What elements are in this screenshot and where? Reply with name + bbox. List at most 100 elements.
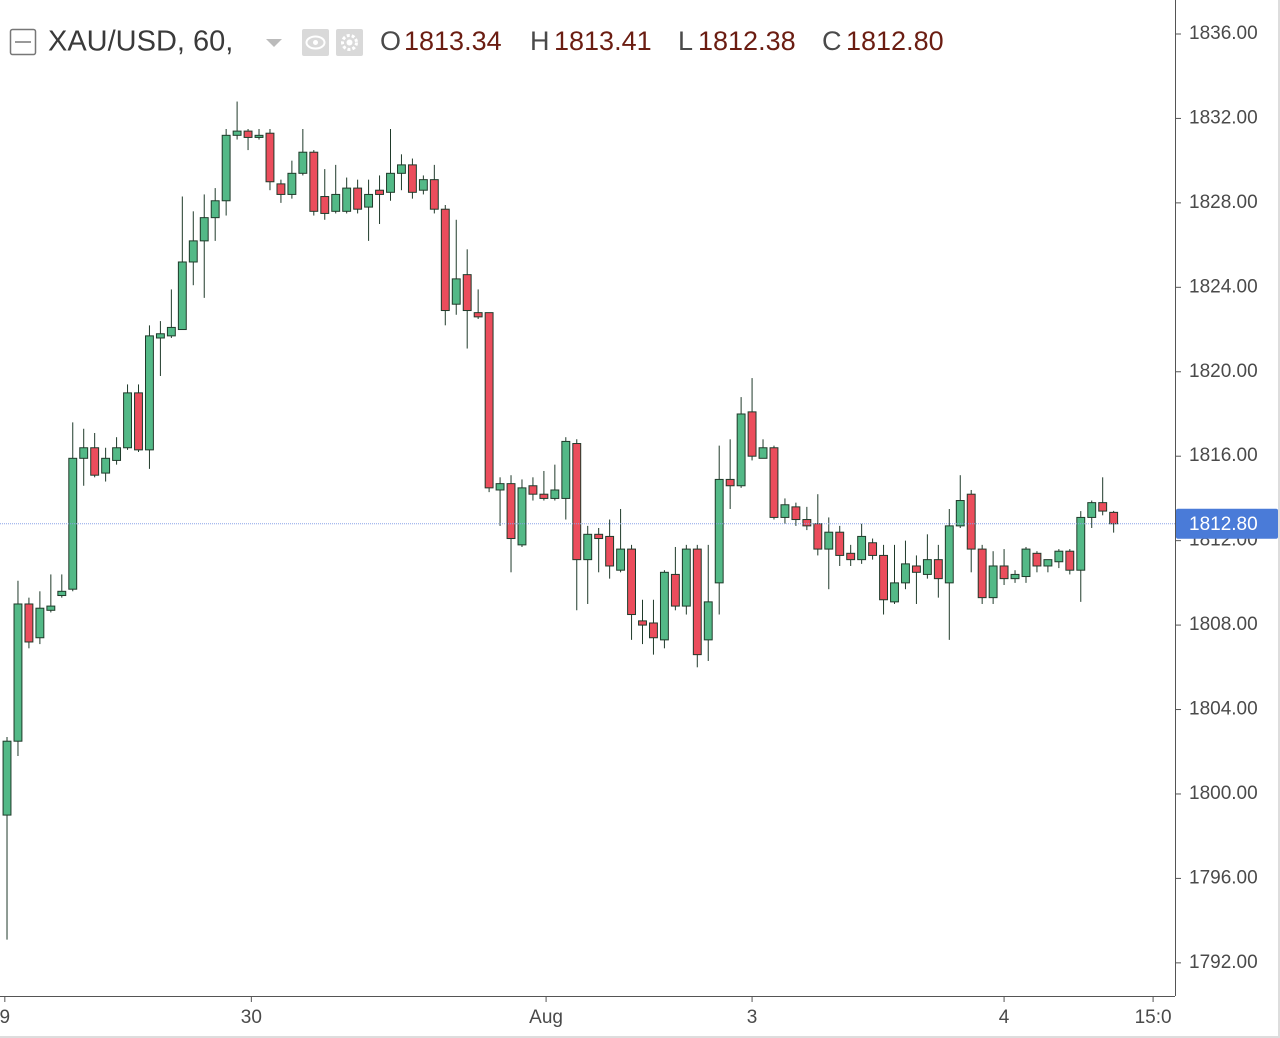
symbol-title: XAU/USD, 60,: [48, 26, 233, 58]
candle-body: [813, 523, 823, 550]
candle-body: [243, 130, 253, 138]
x-tick-label: Aug: [529, 1007, 563, 1028]
candle-body: [265, 132, 275, 183]
candle-body: [988, 565, 998, 599]
candle-body: [824, 531, 834, 550]
candle-body: [1087, 502, 1097, 518]
candle-body: [506, 483, 516, 540]
candle-body: [364, 193, 374, 208]
candle-body: [46, 605, 56, 611]
candle-body: [835, 531, 845, 556]
candle-body: [35, 607, 45, 639]
candle-body: [188, 240, 198, 263]
candle-body: [616, 548, 626, 571]
candle-body: [692, 548, 702, 656]
candle-body: [638, 620, 647, 626]
candle-body: [791, 506, 801, 521]
candle-body: [145, 335, 154, 451]
ohlc-value: 1812.80: [846, 26, 944, 56]
x-tick-label: 15:0: [1135, 1007, 1172, 1028]
candle-body: [134, 392, 143, 451]
candle-body: [627, 548, 636, 616]
candle-body: [397, 164, 406, 174]
candle-body: [681, 548, 691, 607]
eye-pupil: [313, 40, 318, 45]
candle-body: [254, 134, 264, 138]
candle-body: [649, 622, 658, 639]
y-tick-label: 1836.00: [1189, 23, 1258, 44]
candle-body: [375, 189, 384, 195]
candle-body: [1076, 516, 1086, 571]
candle-body: [1098, 502, 1108, 512]
candle-body: [13, 603, 23, 742]
candle-body: [79, 447, 89, 459]
x-tick-label: 4: [999, 1007, 1010, 1028]
ohlc-value: 1813.41: [554, 26, 652, 56]
candle-body: [276, 183, 286, 195]
candle-body: [846, 552, 856, 561]
candle-body: [966, 493, 976, 550]
candle-body: [298, 151, 308, 174]
candle-body: [780, 504, 790, 518]
candle-body: [484, 312, 494, 489]
ohlc-key: C: [822, 26, 842, 56]
candle-body: [309, 151, 319, 212]
candle-body: [1065, 550, 1075, 571]
candle-body: [418, 179, 428, 191]
candle-body: [758, 447, 768, 459]
x-tick-label: 3: [747, 1007, 758, 1028]
candle-body: [605, 535, 615, 567]
candle-body: [955, 500, 965, 527]
ohlc-key: H: [530, 26, 550, 56]
candle-body: [901, 563, 910, 584]
candle-body: [911, 565, 921, 573]
candle-body: [451, 278, 461, 305]
y-tick-label: 1820.00: [1189, 361, 1258, 382]
candle-body: [550, 489, 560, 499]
collapse-button[interactable]: [9, 28, 37, 56]
candle-body: [462, 274, 472, 312]
candle-body: [572, 443, 582, 561]
y-tick-label: 1808.00: [1189, 614, 1258, 635]
y-tick-label: 1828.00: [1189, 192, 1258, 213]
candle-body: [1109, 511, 1119, 525]
y-tick-label: 1796.00: [1189, 867, 1258, 888]
candle-body: [407, 164, 417, 193]
eye-icon: [305, 35, 326, 50]
candle-body: [1043, 559, 1053, 567]
y-tick-label: 1792.00: [1189, 952, 1258, 973]
candle-body: [473, 312, 483, 318]
gear-icon: [341, 34, 358, 51]
candle-body: [199, 217, 209, 242]
candle-body: [386, 172, 395, 193]
symbol-dropdown[interactable]: [266, 39, 282, 47]
candle-body: [977, 548, 987, 599]
candle-body: [999, 565, 1009, 580]
y-tick-label: 1800.00: [1189, 783, 1258, 804]
ohlc-legend: O 1813.34 H 1813.41 L 1812.38 C 1812.80: [380, 26, 944, 56]
x-tick-label: 30: [241, 1007, 262, 1028]
candle-body: [429, 179, 439, 210]
candle-body: [353, 187, 363, 210]
last-price-label: 1812.80: [1189, 514, 1258, 535]
candle-body: [890, 582, 899, 603]
candle-body: [331, 193, 341, 212]
candle-body: [670, 573, 680, 607]
candle-body: [495, 483, 505, 491]
candle-body: [539, 493, 549, 499]
candle-body: [583, 533, 593, 561]
candle-body: [922, 559, 932, 575]
candle-body: [90, 447, 100, 476]
y-tick-label: 1832.00: [1189, 107, 1258, 128]
x-tick-label: 9: [0, 1007, 10, 1028]
ohlc-value: 1813.34: [404, 26, 502, 56]
candle-body: [57, 590, 67, 597]
last-price-badge: [1176, 508, 1278, 539]
candle-body: [166, 326, 176, 337]
candle-body: [177, 261, 187, 331]
candle-body: [725, 478, 735, 487]
candle-body: [1054, 550, 1064, 563]
candle-body: [594, 533, 604, 540]
